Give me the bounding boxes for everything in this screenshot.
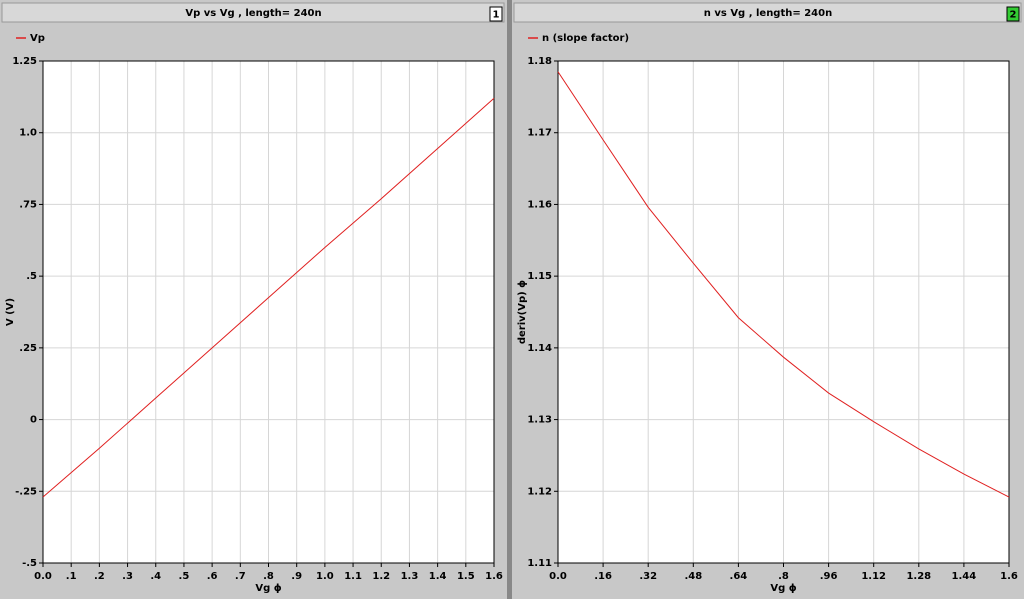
- x-tick-label: 1.5: [457, 571, 475, 582]
- y-tick-label: 0: [30, 415, 37, 426]
- x-tick-label: 0.0: [549, 571, 567, 582]
- y-tick-label: 1.16: [527, 199, 552, 210]
- x-tick-label: .16: [594, 571, 612, 582]
- x-tick-label: 1.6: [1000, 571, 1018, 582]
- panel-title-bar: [1, 2, 505, 23]
- data-line: [42, 97, 495, 498]
- plot-frame: [42, 60, 495, 564]
- y-tick-label: 1.25: [12, 56, 37, 67]
- x-axis-label: Vg ϕ: [255, 583, 281, 594]
- x-tick-label: .8: [778, 571, 789, 582]
- x-tick-label: .96: [820, 571, 838, 582]
- x-tick-label: 0.0: [34, 571, 52, 582]
- legend-label: n (slope factor): [542, 33, 629, 44]
- x-tick-label: .5: [179, 571, 190, 582]
- x-tick-label: 1.12: [861, 571, 886, 582]
- x-tick-label: 1.3: [401, 571, 419, 582]
- legend-label: Vp: [30, 33, 45, 44]
- x-tick-label: 1.4: [429, 571, 447, 582]
- x-tick-label: .48: [684, 571, 702, 582]
- x-tick-label: .6: [207, 571, 218, 582]
- y-tick-label: 1.11: [527, 558, 552, 569]
- y-tick-label: 1.17: [527, 128, 552, 139]
- x-tick-label: .7: [235, 571, 246, 582]
- x-tick-label: 1.44: [952, 571, 977, 582]
- panel-number-box: [1006, 6, 1020, 22]
- x-tick-label: 1.6: [485, 571, 503, 582]
- x-tick-label: 1.1: [344, 571, 362, 582]
- panel-title: Vp vs Vg , length= 240n: [185, 8, 321, 19]
- x-tick-label: 1.28: [906, 571, 931, 582]
- y-tick-label: .5: [26, 271, 37, 282]
- plot-frame: [557, 60, 1010, 564]
- x-tick-label: .1: [66, 571, 77, 582]
- x-tick-label: .9: [291, 571, 302, 582]
- y-tick-label: -.5: [22, 558, 37, 569]
- y-tick-label: -.25: [15, 486, 37, 497]
- x-tick-label: .64: [730, 571, 748, 582]
- panel-title-bar: [513, 2, 1022, 23]
- y-tick-label: .25: [19, 343, 37, 354]
- x-tick-label: .8: [263, 571, 274, 582]
- x-tick-label: .3: [122, 571, 133, 582]
- y-axis-label: V (V): [5, 298, 16, 326]
- x-tick-label: .32: [639, 571, 657, 582]
- x-tick-label: 1.2: [372, 571, 390, 582]
- panel-number: 1: [493, 10, 500, 21]
- x-axis-label: Vg ϕ: [770, 583, 796, 594]
- y-axis-label: deriv(Vp) ϕ: [517, 280, 528, 344]
- x-tick-label: .2: [94, 571, 105, 582]
- panel-number: 2: [1010, 10, 1017, 21]
- y-tick-label: 1.13: [527, 415, 552, 426]
- y-tick-label: .75: [19, 199, 37, 210]
- x-tick-label: .4: [150, 571, 161, 582]
- y-tick-label: 1.15: [527, 271, 552, 282]
- x-tick-label: 1.0: [316, 571, 334, 582]
- y-tick-label: 1.0: [19, 128, 37, 139]
- panel-title: n vs Vg , length= 240n: [704, 8, 832, 19]
- y-tick-label: 1.18: [527, 56, 552, 67]
- panel-number-box: [489, 6, 503, 22]
- y-tick-label: 1.14: [527, 343, 552, 354]
- y-tick-label: 1.12: [527, 486, 552, 497]
- data-line: [557, 71, 1010, 498]
- panel-divider: [507, 0, 512, 599]
